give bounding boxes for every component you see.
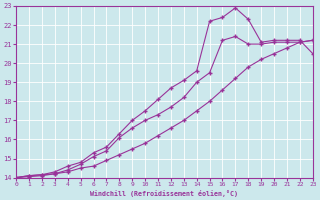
X-axis label: Windchill (Refroidissement éolien,°C): Windchill (Refroidissement éolien,°C): [91, 190, 238, 197]
